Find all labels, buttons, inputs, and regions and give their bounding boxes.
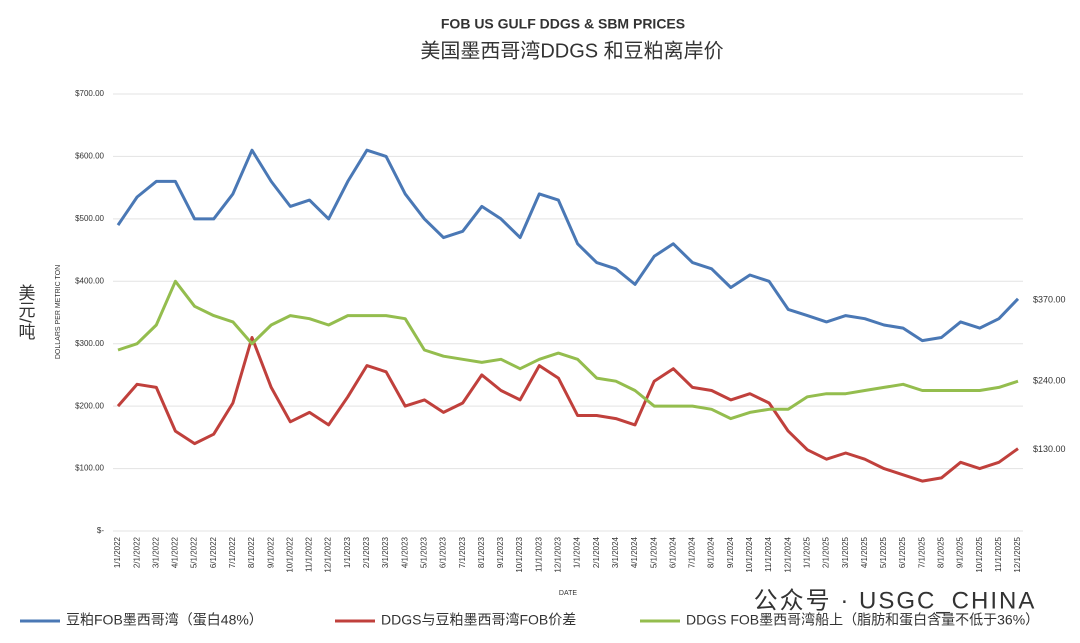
x-tick-label: 11/1/2022 bbox=[305, 536, 314, 572]
x-tick-label: 11/1/2023 bbox=[534, 536, 543, 572]
x-tick-label: 1/1/2024 bbox=[573, 536, 582, 568]
x-tick-label: 10/1/2022 bbox=[285, 536, 294, 572]
y-tick-label: $600.00 bbox=[75, 152, 104, 161]
legend-label: DDGS FOB墨西哥湾船上（脂肪和蛋白含量不低于36%） bbox=[686, 612, 1039, 628]
end-label: $130.00 bbox=[1033, 444, 1066, 454]
x-tick-label: 4/1/2022 bbox=[171, 536, 180, 568]
watermark: 公众号 · USGC_CHINA bbox=[754, 587, 1037, 614]
x-tick-label: 5/1/2023 bbox=[419, 536, 428, 568]
x-tick-label: 5/1/2024 bbox=[649, 536, 658, 568]
x-tick-label: 5/1/2025 bbox=[879, 536, 888, 568]
y-tick-label: $- bbox=[97, 526, 104, 535]
chart-subtitle: 美国墨西哥湾DDGS 和豆粕离岸价 bbox=[420, 39, 723, 62]
x-tick-label: 4/1/2023 bbox=[400, 536, 409, 568]
unit-label: 美元/吨 bbox=[16, 284, 36, 340]
x-tick-label: 9/1/2024 bbox=[726, 536, 735, 568]
x-tick-label: 10/1/2024 bbox=[745, 536, 754, 572]
x-tick-label: 7/1/2022 bbox=[228, 536, 237, 568]
x-tick-label: 4/1/2024 bbox=[630, 536, 639, 568]
x-tick-label: 6/1/2023 bbox=[439, 536, 448, 568]
x-tick-label: 8/1/2025 bbox=[937, 536, 946, 568]
x-tick-label: 3/1/2024 bbox=[611, 536, 620, 568]
x-tick-label: 3/1/2022 bbox=[151, 536, 160, 568]
x-tick-label: 9/1/2025 bbox=[956, 536, 965, 568]
x-tick-label: 9/1/2022 bbox=[266, 536, 275, 568]
series-line bbox=[117, 279, 1019, 421]
x-tick-label: 8/1/2024 bbox=[707, 536, 716, 568]
y-axis-label: DOLLARS PER METRIC TON bbox=[55, 265, 62, 359]
chart-title: FOB US GULF DDGS & SBM PRICES bbox=[441, 16, 685, 32]
y-tick-label: $700.00 bbox=[75, 89, 104, 98]
x-tick-label: 6/1/2025 bbox=[898, 536, 907, 568]
x-tick-label: 8/1/2022 bbox=[247, 536, 256, 568]
x-tick-label: 10/1/2023 bbox=[515, 536, 524, 572]
x-tick-label: 12/1/2025 bbox=[1013, 536, 1022, 572]
x-tick-label: 6/1/2024 bbox=[668, 536, 677, 568]
x-tick-label: 7/1/2025 bbox=[917, 536, 926, 568]
x-tick-label: 11/1/2025 bbox=[994, 536, 1003, 572]
series-line bbox=[116, 336, 1019, 483]
x-tick-label: 7/1/2023 bbox=[458, 536, 467, 568]
x-tick-label: 8/1/2023 bbox=[477, 536, 486, 568]
x-tick-label: 2/1/2024 bbox=[592, 536, 601, 568]
x-tick-label: 6/1/2022 bbox=[209, 536, 218, 568]
y-tick-label: $200.00 bbox=[75, 401, 104, 410]
y-tick-label: $400.00 bbox=[75, 276, 104, 285]
x-tick-label: 12/1/2024 bbox=[783, 536, 792, 572]
x-tick-label: 5/1/2022 bbox=[190, 536, 199, 568]
x-tick-label: 2/1/2022 bbox=[132, 536, 141, 568]
y-tick-label: $500.00 bbox=[75, 214, 104, 223]
x-tick-label: 11/1/2024 bbox=[764, 536, 773, 572]
legend-label: DDGS与豆粕墨西哥湾FOB价差 bbox=[381, 612, 576, 628]
x-tick-label: 9/1/2023 bbox=[496, 536, 505, 568]
x-tick-label: 2/1/2023 bbox=[362, 536, 371, 568]
x-tick-label: 1/1/2025 bbox=[802, 536, 811, 568]
x-tick-label: 1/1/2023 bbox=[343, 536, 352, 568]
x-tick-label: 4/1/2025 bbox=[860, 536, 869, 568]
y-tick-label: $300.00 bbox=[75, 339, 104, 348]
x-tick-label: 12/1/2022 bbox=[324, 536, 333, 572]
x-axis-label: DATE bbox=[559, 590, 577, 597]
end-label: $370.00 bbox=[1033, 294, 1066, 304]
end-label: $240.00 bbox=[1033, 376, 1066, 386]
x-tick-label: 3/1/2023 bbox=[381, 536, 390, 568]
x-tick-label: 12/1/2023 bbox=[554, 536, 563, 572]
x-tick-label: 3/1/2025 bbox=[841, 536, 850, 568]
legend-label: 豆粕FOB墨西哥湾（蛋白48%） bbox=[66, 612, 263, 628]
x-tick-label: 10/1/2025 bbox=[975, 536, 984, 572]
series-line bbox=[116, 148, 1020, 343]
y-tick-label: $100.00 bbox=[75, 464, 104, 473]
x-tick-label: 1/1/2022 bbox=[113, 536, 122, 568]
x-tick-label: 2/1/2025 bbox=[822, 536, 831, 568]
x-tick-label: 7/1/2024 bbox=[688, 536, 697, 568]
